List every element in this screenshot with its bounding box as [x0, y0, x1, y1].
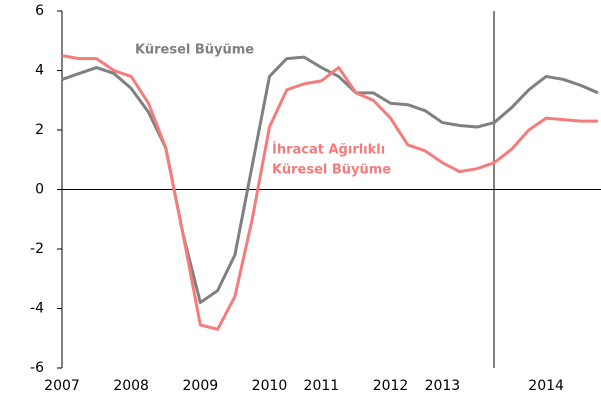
- annotation: Küresel Büyüme: [135, 43, 254, 58]
- x-tick-label: 2010: [252, 378, 288, 394]
- y-tick-label: -6: [30, 360, 44, 376]
- x-tick-label: 2012: [373, 378, 409, 394]
- series-line: [61, 54, 598, 331]
- x-tick-label: 2009: [183, 378, 219, 394]
- series-line: [61, 55, 599, 305]
- annotation: İhracat Ağırlıklı: [272, 142, 385, 158]
- x-tick-label: 2011: [304, 378, 340, 394]
- y-tick-label: -2: [30, 241, 44, 257]
- y-tick-label: 0: [35, 182, 44, 198]
- y-tick-label: 4: [35, 63, 44, 79]
- x-tick-label: 2008: [113, 378, 149, 394]
- x-tick-label: 2014: [528, 378, 564, 394]
- x-tick-label: 2013: [425, 378, 461, 394]
- x-tick-label: 2007: [44, 378, 80, 394]
- y-tick-label: -4: [30, 301, 44, 317]
- y-tick-label: 2: [35, 122, 44, 138]
- y-tick-label: 6: [35, 3, 44, 19]
- annotation: Küresel Büyüme: [272, 163, 391, 178]
